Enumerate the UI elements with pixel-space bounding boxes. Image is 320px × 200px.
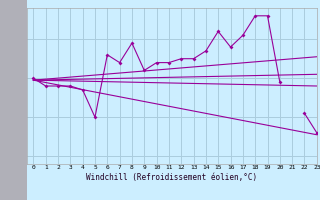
X-axis label: Windchill (Refroidissement éolien,°C): Windchill (Refroidissement éolien,°C)	[86, 173, 258, 182]
